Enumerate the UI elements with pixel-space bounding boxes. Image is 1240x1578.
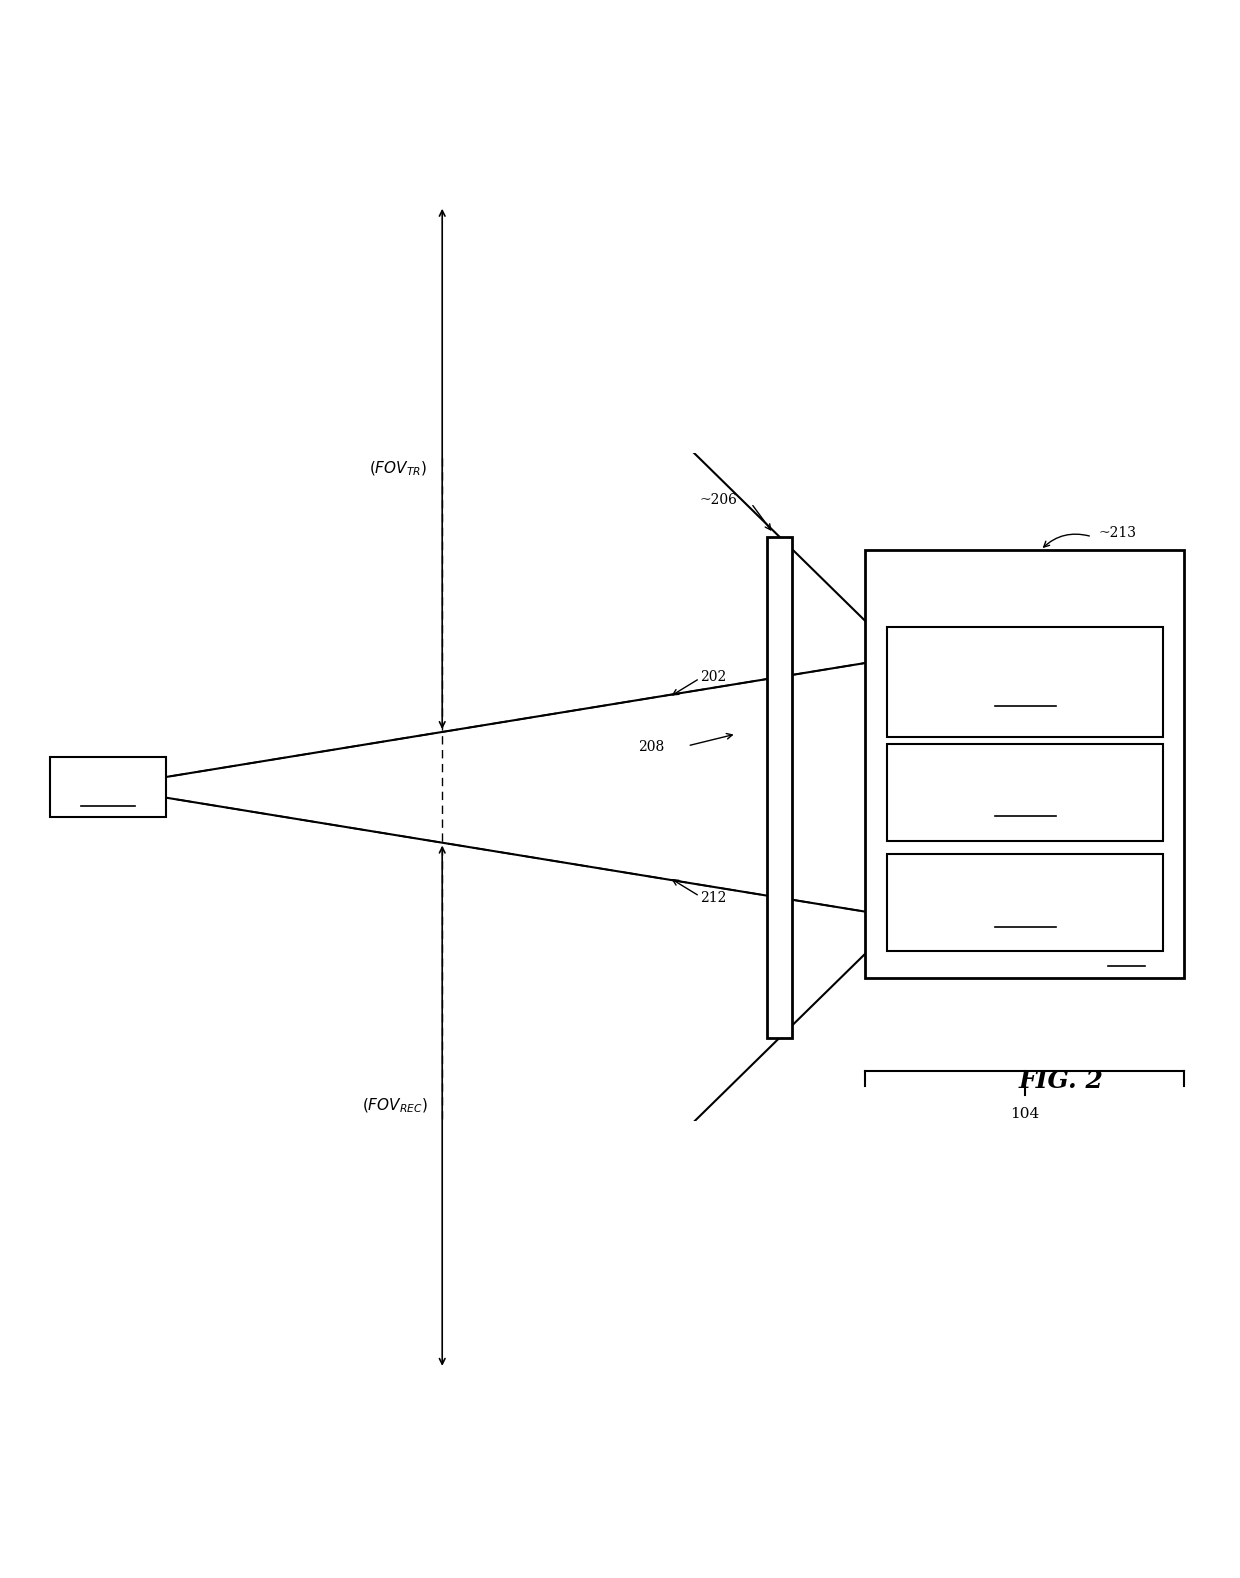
Text: 210: 210 [1012,805,1038,819]
Text: ~206: ~206 [699,492,737,507]
Text: LIGHT
SOURCE: LIGHT SOURCE [992,652,1059,683]
Text: 212: 212 [699,890,727,904]
Text: 200: 200 [1012,696,1038,709]
Text: $(FOV_{REC})$: $(FOV_{REC})$ [362,1097,428,1116]
Text: 214: 214 [1012,915,1038,929]
Bar [888,743,1163,841]
Text: $(FOV_{TR})$: $(FOV_{TR})$ [370,459,428,478]
Text: ~213: ~213 [1099,527,1136,540]
Text: 208: 208 [639,740,665,754]
Bar [768,537,791,1038]
Bar [866,551,1184,978]
Text: RETURN ARRAY: RETURN ARRAY [961,881,1089,895]
Text: OBJECTS: OBJECTS [76,768,140,781]
Text: REFERENCE
ARRAY: REFERENCE ARRAY [976,762,1075,794]
Bar [50,757,166,817]
Text: 211: 211 [1111,952,1137,966]
Text: 204: 204 [97,792,120,806]
Text: FIG. 2: FIG. 2 [1019,1070,1104,1094]
Text: SUBSTRATE: SUBSTRATE [976,952,1073,966]
Bar [888,854,1163,952]
Text: 202: 202 [699,671,725,683]
Bar [888,626,1163,737]
Text: 104: 104 [1011,1106,1039,1120]
